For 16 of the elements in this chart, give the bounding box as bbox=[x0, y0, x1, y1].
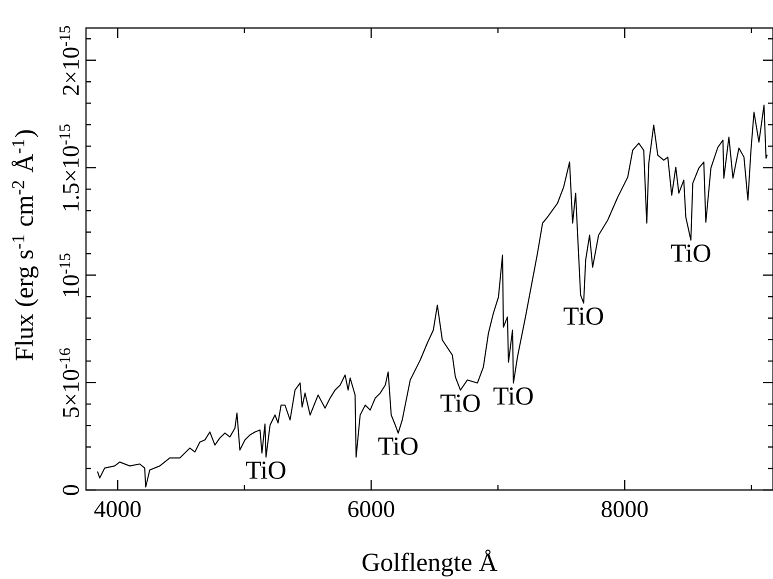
annotation: TiO bbox=[378, 437, 418, 455]
annotation: TiO bbox=[440, 394, 480, 412]
y-axis-title: Flux (erg s$^{-1}$ cm$^{-2}$ Å$^{-1}$) bbox=[12, 130, 38, 360]
x-axis-title: Golflengte Å bbox=[362, 550, 498, 576]
x-tick-label: 6000 bbox=[348, 501, 394, 518]
annotation: TiO bbox=[670, 244, 710, 262]
annotation: TiO bbox=[493, 387, 533, 405]
x-tick-label: 4000 bbox=[94, 501, 141, 518]
y-tick-label: 2×10$^{-15}$ bbox=[60, 26, 79, 95]
y-tick-label: 0 bbox=[62, 484, 79, 496]
y-tick-label: 10$^{-15}$ bbox=[60, 254, 79, 296]
y-tick-label: 1.5×10$^{-15}$ bbox=[59, 124, 79, 210]
x-tick-label: 8000 bbox=[602, 501, 648, 518]
y-tick-label: 5×10$^{-16}$ bbox=[59, 348, 79, 417]
annotation: TiO bbox=[564, 307, 604, 325]
annotation: TiO bbox=[246, 462, 286, 479]
